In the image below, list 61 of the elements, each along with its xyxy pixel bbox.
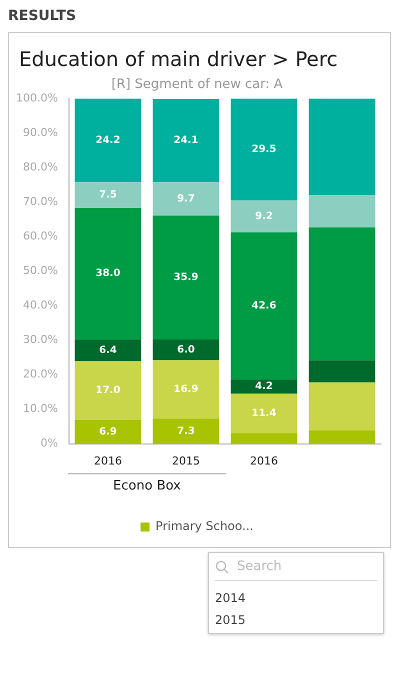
bar [74, 182, 142, 208]
bar [230, 98, 298, 200]
data-label: 7.3 [177, 426, 195, 437]
data-label: 24.1 [174, 135, 198, 146]
bar [152, 340, 220, 360]
bar [308, 195, 376, 228]
y-tick-label: 50.0% [22, 264, 58, 278]
chart-title: Education of main driver > Perc [19, 47, 339, 71]
bar [230, 379, 298, 394]
y-tick-label: 90.0% [22, 126, 58, 139]
bar [308, 227, 376, 360]
bar [152, 216, 220, 340]
data-label: 38.0 [96, 268, 120, 280]
data-label: 29.5 [252, 144, 276, 156]
x-tick-label: 2016 [250, 454, 278, 468]
x-tick-label: 2015 [172, 454, 200, 468]
y-tick-label: 60.0% [22, 230, 58, 243]
bar [74, 361, 142, 420]
y-tick-label: 100.0% [16, 91, 58, 104]
bar [308, 360, 376, 382]
y-tick-label: 30.0% [22, 333, 58, 346]
data-label: 17.0 [96, 385, 120, 396]
bar [74, 339, 142, 362]
bar [152, 182, 220, 216]
data-label: 35.9 [174, 272, 198, 284]
data-label: 4.2 [255, 381, 273, 392]
data-label: 16.9 [174, 384, 198, 396]
y-tick-label: 70.0% [22, 195, 58, 208]
x-tick-label: 2016 [94, 454, 122, 468]
bar [74, 98, 142, 182]
data-label: 6.4 [99, 344, 117, 356]
data-label: 24.2 [96, 134, 120, 146]
bar [308, 382, 376, 430]
y-tick-label: 40.0% [22, 298, 58, 312]
y-tick-label: 0% [40, 436, 58, 450]
data-label: 9.2 [255, 210, 273, 222]
legend-label: Primary Schoo... [156, 519, 254, 534]
search-dropdown: Search 2014 2015 [208, 552, 384, 634]
bar [152, 98, 220, 182]
bar [230, 394, 298, 434]
data-label: 11.4 [252, 408, 276, 420]
bar [308, 98, 376, 196]
text: Econo Box [113, 478, 182, 494]
bar [152, 360, 220, 419]
bar [74, 208, 142, 340]
bar [152, 418, 220, 444]
bar [230, 200, 298, 232]
data-label: 6.9 [99, 426, 117, 438]
data-label: 42.6 [252, 300, 276, 312]
y-tick-label: 10.0% [22, 402, 58, 416]
bar [230, 232, 298, 380]
data-label: 7.5 [99, 190, 117, 201]
bar [230, 433, 298, 444]
y-tick-label: 80.0% [22, 160, 58, 174]
y-tick-label: 20.0% [22, 368, 58, 381]
data-label: 9.7 [177, 193, 195, 204]
bar [74, 420, 142, 444]
bar [308, 430, 376, 444]
text: RESULTS [8, 8, 78, 24]
chart-subtitle: [R] Segment of new car: A [111, 77, 283, 92]
data-label: 6.0 [177, 344, 195, 356]
